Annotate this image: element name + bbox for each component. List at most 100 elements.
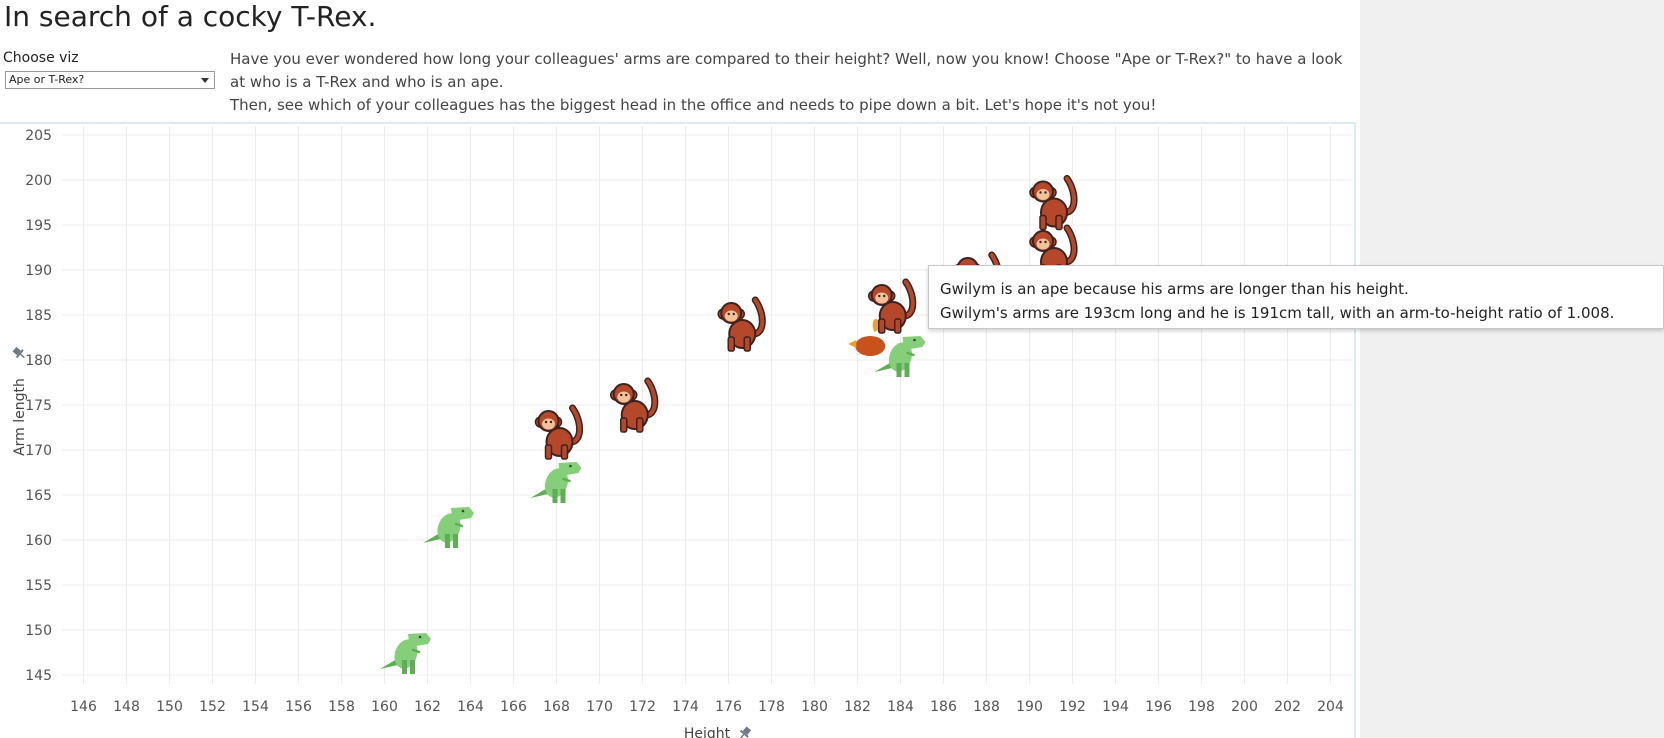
monkey-leg [894,318,902,334]
y-tick-label: 180 [25,353,52,369]
x-tick-label: 162 [414,699,441,715]
x-tick-label: 176 [715,699,742,715]
pin-icon-needle [20,353,25,359]
chicken-point[interactable] [848,318,886,356]
t-rex-point[interactable] [530,462,582,503]
x-tick-label: 184 [887,699,914,715]
trex-head [558,462,582,475]
monkey-eye [1044,191,1047,194]
ape-point[interactable] [868,278,917,334]
trex-head [902,336,926,349]
ape-point[interactable] [610,377,659,433]
monkey-leg [878,318,886,334]
x-tick-label: 154 [242,699,269,715]
y-tick-label: 175 [25,398,52,414]
monkey-face [1036,189,1050,200]
monkey-eye [549,420,553,424]
t-rex-point[interactable] [874,336,926,377]
y-tick-label: 160 [25,533,52,549]
trex-arm [454,522,464,528]
x-tick-label: 186 [930,699,957,715]
trex-leg [410,660,415,674]
monkey-face [542,418,555,430]
x-tick-label: 166 [500,699,527,715]
x-tick-label: 152 [199,699,226,715]
x-tick-label: 194 [1102,699,1129,715]
trex-eye [569,464,572,468]
chart-area: 146 148 150 152 154 156 158 160 162 164 166 168 170 1… [0,122,1356,738]
trex-arm [562,477,571,483]
pin-icon-head [742,726,752,735]
right-blank-panel [1360,0,1664,738]
t-rex-point[interactable] [380,633,431,674]
choose-viz-label: Choose viz [3,50,79,66]
chicken-tail [872,318,879,332]
y-tick-label: 170 [25,443,52,459]
pin-icon-needle [739,734,745,738]
trex-eye [418,635,422,639]
t-rex-point[interactable] [423,507,474,548]
monkey-eye [732,312,735,316]
x-tick-label: 168 [543,699,570,715]
ape-point[interactable] [534,404,583,460]
x-tick-label: 160 [371,699,398,715]
x-tick-label: 146 [70,699,97,715]
trex-leg [560,489,566,503]
x-tick-label: 192 [1059,699,1086,715]
tooltip-line-2: Gwilym's arms are 193cm long and he is 1… [940,304,1615,322]
pin-icon-base [15,349,24,359]
pin-icon[interactable] [11,345,27,361]
trex-arm [906,351,915,357]
monkey-eye [727,312,730,316]
ape-point[interactable] [1029,175,1078,231]
x-tick-label: 204 [1317,699,1344,715]
trex-arm [411,648,421,654]
monkey-eye [1044,240,1047,244]
trex-leg [904,363,910,377]
y-axis-title: Arm length [12,378,28,456]
monkey-face [724,310,738,322]
tooltip-line-1: Gwilym is an ape because his arms are lo… [940,280,1409,298]
ape-point[interactable] [717,296,766,352]
y-tick-label: 145 [25,668,52,684]
y-tick-label: 190 [25,263,52,279]
monkey-face [617,391,631,403]
y-tick-label: 185 [25,308,52,324]
pin-icon[interactable] [737,725,753,738]
x-tick-label: 150 [156,699,183,715]
monkey-face [1036,238,1050,250]
x-tick-label: 200 [1231,699,1258,715]
monkey-leg [636,417,644,433]
x-tick-label: 174 [672,699,699,715]
trex-leg [453,534,458,548]
trex-leg [445,534,450,548]
trex-leg [896,363,902,377]
monkey-eye [544,420,548,424]
monkey-eye [625,393,628,397]
monkey-face [875,292,889,304]
monkey-leg [1055,214,1063,231]
x-tick-label: 182 [844,699,871,715]
dropdown-arrow-icon[interactable] [201,78,209,83]
monkey-eye [1039,191,1042,194]
description-line-1: Have you ever wondered how long your col… [230,50,1343,91]
y-tick-label: 205 [25,128,52,144]
viz-select-dropdown[interactable]: Ape or T-Rex? [5,71,215,89]
chicken-beak [848,340,857,348]
y-tick-label: 155 [25,578,52,594]
page-title: In search of a cocky T-Rex. [4,0,377,33]
monkey-leg [560,444,569,460]
trex-head [451,507,474,520]
x-tick-label: 190 [1016,699,1043,715]
monkey-eye [883,294,886,298]
y-tick-label: 200 [25,173,52,189]
x-tick-label: 158 [328,699,355,715]
trex-eye [461,509,465,513]
trex-head [408,633,431,646]
x-tick-label: 164 [457,699,484,715]
monkey-leg [544,444,553,460]
x-tick-label: 196 [1145,699,1172,715]
scatter-chart[interactable]: 146 148 150 152 154 156 158 160 162 164 166 168 170 1… [0,124,1354,738]
y-tick-label: 195 [25,218,52,234]
description: Have you ever wondered how long your col… [230,48,1355,117]
